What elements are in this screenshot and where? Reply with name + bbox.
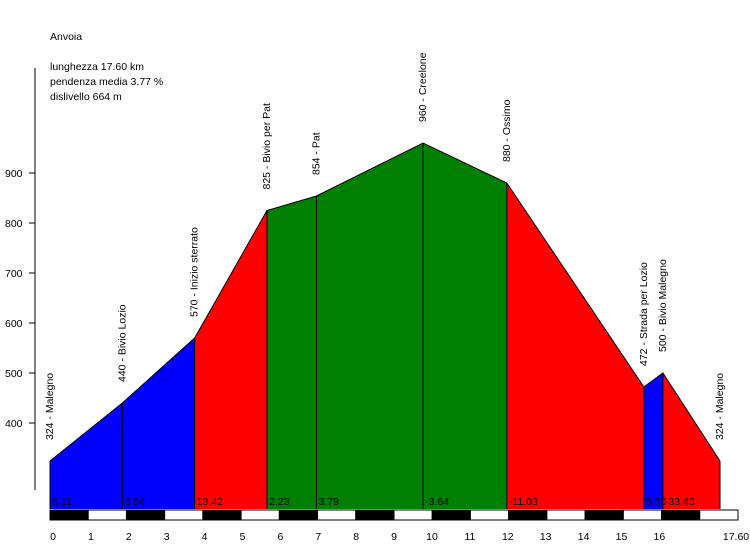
segment-grade-label: -33.43: [665, 496, 695, 508]
segment-grade-label: 3.79: [318, 496, 339, 508]
profile-segment-8: [643, 373, 663, 509]
segment-grade-label: -11.03: [509, 496, 538, 508]
segment-grade-label: 6.84: [124, 496, 145, 508]
scale-bar-block: [431, 509, 471, 521]
scale-bar-block: [164, 509, 204, 521]
profile-segment-7: [506, 183, 644, 509]
waypoint-label-10: 324 - Malegno: [714, 373, 726, 440]
x-tick-label: 15: [616, 531, 628, 543]
x-tick-label: 8: [353, 531, 359, 543]
profile-segment-2: [122, 338, 195, 509]
profile-segment-4: [266, 196, 317, 509]
scale-bar-block: [49, 509, 89, 521]
x-tick-label: 10: [426, 531, 438, 543]
profile-segment-5: [316, 143, 424, 509]
scale-bar-block: [699, 509, 739, 521]
x-tick-label: 1: [88, 531, 94, 543]
x-tick-label: 13: [540, 531, 552, 543]
x-tick-label: 16: [654, 531, 666, 543]
x-tick-label: 6: [277, 531, 283, 543]
info-average-grade: pendenza media 3.77 %: [50, 76, 164, 88]
scale-bar-block: [508, 509, 548, 521]
scale-bar-block: [622, 509, 663, 521]
x-tick-label: 7: [315, 531, 321, 543]
waypoint-label-6: 960 - Creelone: [417, 52, 429, 122]
scale-bar-block: [87, 509, 127, 521]
x-tick-label: 12: [502, 531, 514, 543]
waypoint-label-9: 500 - Bivio Malegno: [657, 259, 669, 352]
y-tick-label: 900: [5, 168, 23, 180]
segment-grade-label: 6.11: [52, 496, 72, 508]
segment-grade-label: 5.60: [646, 496, 667, 508]
waypoint-label-2: 440 - Bivio Lozio: [116, 304, 128, 382]
segment-grade-label: 13.42: [197, 496, 223, 508]
segment-grade-label: 2.23: [269, 496, 290, 508]
info-elevation-gain: dislivello 664 m: [50, 91, 122, 103]
x-tick-label: 0: [50, 531, 56, 543]
x-tick-label: 9: [391, 531, 397, 543]
waypoint-label-3: 570 - Inizio sterrato: [189, 227, 201, 317]
chart-title: Anvoia: [50, 31, 83, 43]
waypoint-label-7: 880 - Ossimo: [501, 99, 513, 162]
x-tick-label: 11: [464, 531, 475, 543]
x-tick-label: 3: [164, 531, 170, 543]
scale-bar-block: [125, 509, 166, 521]
scale-bar-block: [546, 509, 586, 521]
waypoint-label-4: 825 - Bivio per Pat: [261, 103, 273, 189]
scale-bar-block: [202, 509, 242, 521]
y-tick-label: 400: [5, 418, 23, 430]
y-tick-label: 500: [5, 368, 23, 380]
y-tick-label: 800: [5, 218, 23, 230]
y-tick-label: 700: [5, 268, 23, 280]
scale-bar-block: [661, 509, 701, 521]
scale-bar-block: [469, 509, 510, 521]
waypoint-label-1: 324 - Malegno: [44, 373, 56, 440]
scale-bar-block: [317, 509, 357, 521]
scale-bar-block: [393, 509, 433, 521]
segment-grade-label: -3.64: [425, 496, 449, 508]
profile-segment-3: [194, 210, 267, 509]
profile-segment-9: [662, 373, 720, 509]
profile-segment-1: [50, 403, 123, 509]
scale-bar-block: [240, 509, 280, 521]
scale-bar-block: [355, 509, 395, 521]
waypoint-label-8: 472 - Strada per Lozio: [638, 262, 650, 366]
x-tick-label: 17.60: [723, 531, 749, 543]
x-tick-label: 4: [202, 531, 208, 543]
x-tick-label: 2: [126, 531, 132, 543]
waypoint-label-5: 854 - Pat: [310, 132, 322, 175]
x-tick-label: 14: [578, 531, 590, 543]
info-length: lunghezza 17.60 km: [50, 61, 144, 73]
y-tick-label: 600: [5, 318, 23, 330]
scale-bar-block: [584, 509, 624, 521]
x-tick-label: 5: [240, 531, 246, 543]
scale-bar-block: [278, 509, 319, 521]
profile-outline: [49, 142, 721, 462]
profile-segment-6: [423, 143, 507, 509]
